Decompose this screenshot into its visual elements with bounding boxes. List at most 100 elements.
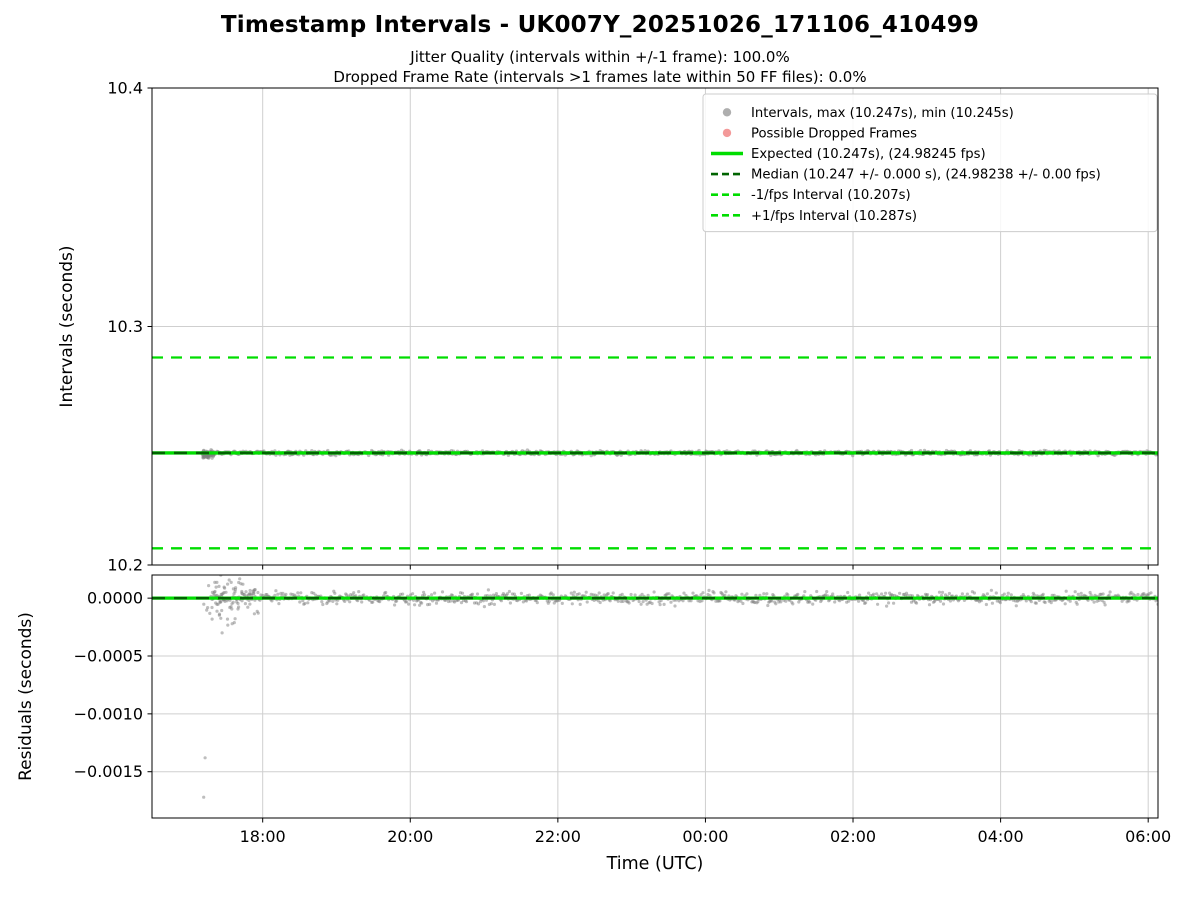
residual-point bbox=[229, 605, 233, 609]
residual-point bbox=[682, 591, 686, 595]
residual-point bbox=[395, 599, 399, 603]
residual-point bbox=[204, 566, 207, 569]
residual-point bbox=[700, 599, 704, 603]
residual-point bbox=[611, 591, 615, 595]
residual-point bbox=[348, 600, 352, 604]
residual-point bbox=[984, 602, 989, 607]
residual-point bbox=[256, 590, 260, 595]
residual-point bbox=[659, 599, 663, 603]
residual-point bbox=[519, 591, 524, 596]
interval-point bbox=[202, 456, 206, 460]
residual-point bbox=[914, 601, 919, 605]
residual-point bbox=[248, 588, 252, 593]
residual-point bbox=[241, 582, 245, 586]
residual-point bbox=[240, 599, 244, 603]
residual-point bbox=[857, 599, 861, 603]
legend: Intervals, max (10.247s), min (10.245s) P… bbox=[702, 93, 1158, 233]
residual-point bbox=[238, 577, 242, 581]
legend-marker-dot bbox=[722, 128, 732, 138]
residual-point bbox=[880, 592, 884, 596]
residual-point bbox=[681, 599, 685, 603]
residual-point bbox=[301, 599, 305, 603]
axes-frame bbox=[151, 574, 1159, 819]
y-axis-label-residuals: Residuals (seconds) bbox=[16, 612, 36, 781]
residual-point bbox=[1014, 604, 1018, 608]
residual-point bbox=[1063, 602, 1067, 606]
residual-point bbox=[560, 601, 564, 606]
residual-point bbox=[312, 591, 316, 595]
residual-point bbox=[689, 599, 693, 603]
residual-point bbox=[1149, 591, 1153, 595]
residual-point bbox=[833, 600, 837, 604]
residual-point bbox=[938, 599, 943, 603]
residual-point bbox=[758, 593, 762, 597]
residual-point bbox=[998, 601, 1002, 605]
x-tick-label: 22:00 bbox=[535, 827, 581, 846]
residual-point bbox=[905, 593, 910, 597]
residual-point bbox=[221, 591, 225, 596]
residual-point bbox=[1088, 590, 1092, 595]
residual-point bbox=[384, 590, 388, 595]
residual-point bbox=[507, 589, 511, 594]
residual-point bbox=[210, 617, 214, 621]
residual-point bbox=[786, 593, 790, 597]
residual-point bbox=[876, 602, 880, 606]
residual-point bbox=[296, 591, 300, 595]
residual-point bbox=[629, 592, 633, 597]
residual-point bbox=[213, 580, 217, 585]
residual-point bbox=[476, 602, 481, 606]
gridlines bbox=[152, 575, 1158, 818]
residual-point bbox=[585, 600, 589, 604]
residual-point bbox=[331, 599, 335, 604]
residual-point bbox=[1103, 603, 1107, 607]
y-tick-label: 10.2 bbox=[107, 556, 143, 575]
legend-label: -1/fps Interval (10.207s) bbox=[751, 188, 911, 203]
dropped-frame-rate-subtitle: Dropped Frame Rate (intervals >1 frames … bbox=[333, 68, 867, 86]
residual-point bbox=[328, 599, 332, 603]
residual-point bbox=[411, 592, 415, 596]
residual-point bbox=[641, 600, 645, 604]
residual-point bbox=[1120, 599, 1124, 603]
residual-point bbox=[884, 591, 888, 595]
residual-point bbox=[620, 592, 624, 597]
residual-point bbox=[333, 591, 337, 595]
residual-point bbox=[740, 592, 744, 596]
legend-marker-dot bbox=[722, 108, 732, 117]
residual-point bbox=[1092, 600, 1096, 604]
residual-point bbox=[255, 609, 259, 614]
residual-point bbox=[221, 568, 224, 571]
interval-point bbox=[334, 453, 338, 458]
residual-point bbox=[1068, 599, 1072, 603]
residual-point bbox=[724, 590, 728, 594]
legend-label: Median (10.247 +/- 0.000 s), (24.98238 +… bbox=[751, 168, 1101, 183]
residual-point bbox=[202, 795, 206, 799]
residual-point bbox=[1107, 593, 1111, 597]
residual-point bbox=[1089, 593, 1093, 597]
residual-point bbox=[606, 592, 610, 596]
x-tick-label: 04:00 bbox=[978, 827, 1024, 846]
residual-point bbox=[570, 602, 574, 606]
residual-point bbox=[765, 592, 769, 596]
residual-point bbox=[552, 601, 556, 605]
residual-point bbox=[276, 592, 280, 596]
residual-point bbox=[939, 594, 944, 598]
residual-point bbox=[527, 593, 531, 597]
residual-point bbox=[492, 602, 496, 607]
residual-point bbox=[745, 592, 749, 596]
residual-point bbox=[420, 601, 424, 605]
residual-point bbox=[774, 602, 778, 606]
residual-point bbox=[898, 591, 902, 595]
residual-point bbox=[281, 591, 285, 596]
residual-point bbox=[448, 599, 453, 603]
residual-point bbox=[246, 593, 250, 598]
residual-point bbox=[360, 600, 364, 604]
residual-point bbox=[237, 605, 241, 609]
interval-point bbox=[209, 448, 213, 452]
y-tick-label: 0.0000 bbox=[87, 589, 143, 608]
residual-point bbox=[227, 578, 231, 582]
residual-point bbox=[887, 601, 891, 605]
residual-point bbox=[378, 600, 382, 604]
residual-point bbox=[762, 592, 766, 596]
x-tick-label: 00:00 bbox=[682, 827, 728, 846]
residual-point bbox=[640, 592, 644, 596]
